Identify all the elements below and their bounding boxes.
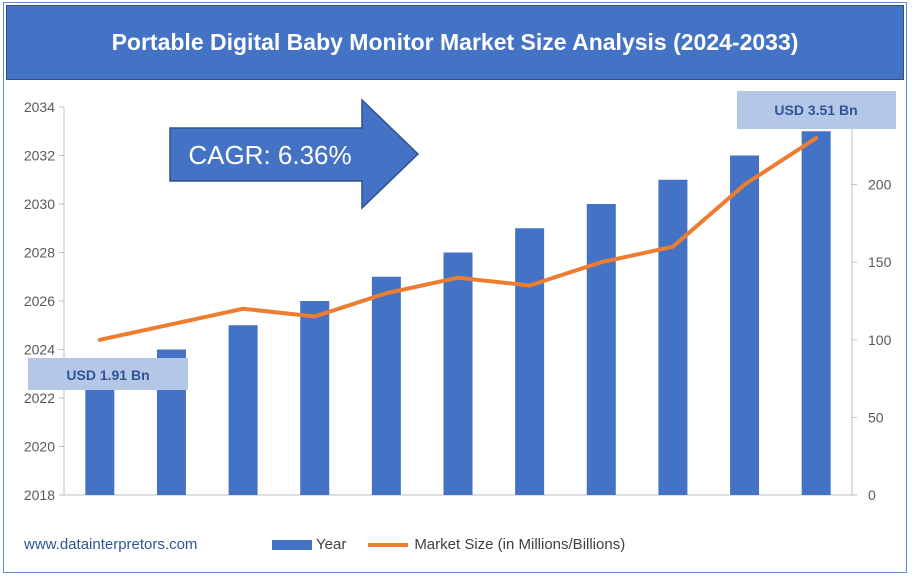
line-point [529,284,531,286]
line-point [600,261,602,263]
legend-line-label: Market Size (in Millions/Billions) [414,536,626,553]
chart-title: Portable Digital Baby Monitor Market Siz… [111,29,799,55]
right-axis-tick-label: 100 [868,332,892,348]
line-point [385,292,387,294]
cagr-arrow-shape [169,98,420,210]
left-axis-tick-label: 2018 [24,487,55,503]
legend-bar-swatch [272,539,312,550]
bar [228,325,258,495]
chart-annotations: CAGR: 6.36% USD 1.91 Bn USD 3.51 Bn [28,91,896,390]
left-axis-tick-label: 2022 [24,390,55,406]
bar [730,155,760,495]
legend: Year Market Size (in Millions/Billions) [272,536,625,553]
website-label: www.datainterpretors.com [24,536,198,553]
bar [515,228,545,495]
chart-axes: 2018 2020 2022 2024 2026 2028 2030 2032 2034 0 50 1… [24,99,892,503]
line-point [672,246,674,248]
bar [443,252,473,495]
left-axis-tick-label: 2026 [24,293,55,309]
left-axis-tick-label: 2034 [24,99,55,115]
right-axis-tick-label: 150 [868,254,892,270]
right-axis-tick-label: 200 [868,177,892,193]
right-axis-tick-label: 0 [868,487,876,503]
bar [85,373,115,495]
bar [371,276,401,495]
bar [586,204,616,495]
legend-line-swatch [368,542,409,547]
bar [658,179,688,495]
start-value-label: USD 1.91 Bn [66,367,149,383]
bar-series [85,131,831,495]
line-point [170,323,172,325]
line-point [815,137,817,139]
legend-bar-label: Year [316,536,347,553]
bar [801,131,831,495]
left-axis-tick-label: 2030 [24,196,55,212]
start-value-callout [28,358,188,390]
end-value-callout [737,91,896,129]
bar [300,301,330,495]
title-bar: Portable Digital Baby Monitor Market Siz… [6,5,904,80]
right-axis-tick-label: 50 [868,409,884,425]
left-axis-tick-label: 2032 [24,148,55,164]
left-axis-tick-label: 2024 [24,342,55,358]
line-series [97,136,819,342]
end-value-label: USD 3.51 Bn [774,102,857,118]
line-point [314,316,316,318]
line-point [457,277,459,279]
line-point [242,308,244,310]
left-axis-tick-label: 2020 [24,439,55,455]
line-point [744,184,746,186]
cagr-label: CAGR: 6.36% [188,140,351,170]
line-point [99,339,101,341]
left-axis-tick-label: 2028 [24,245,55,261]
